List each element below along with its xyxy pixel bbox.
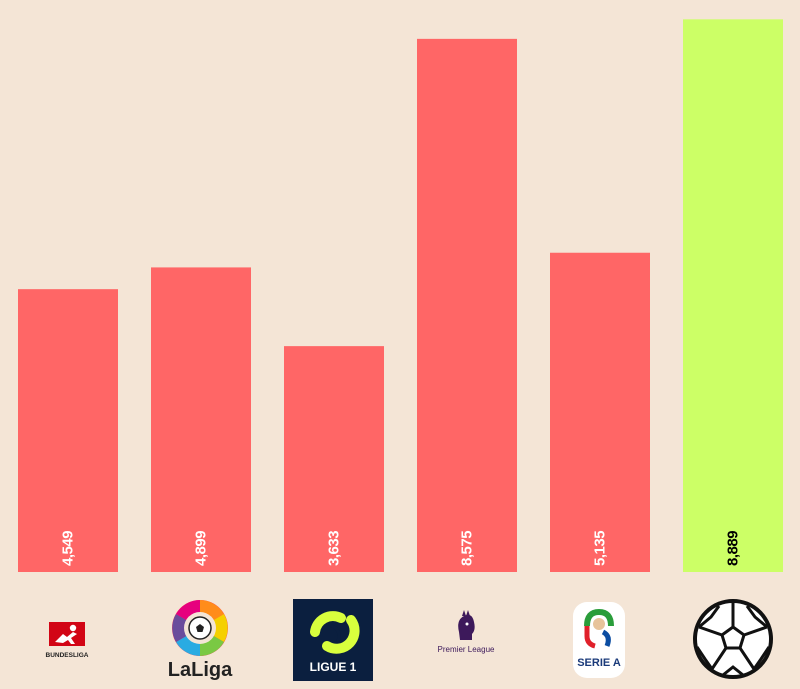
bundesliga-logo-text: BUNDESLIGA [46, 652, 89, 659]
bar-premier-league [417, 38, 517, 572]
ligue1-logo-text: LIGUE 1 [310, 660, 357, 674]
serie-a-logo-icon: SERIE A [573, 602, 625, 678]
premier-league-logo-icon: Premier League [438, 610, 495, 654]
value-label-serie-a: 5,135 [592, 531, 609, 566]
premier-league-logo-text: Premier League [438, 645, 495, 654]
soccer-ball-icon [693, 599, 773, 679]
value-labels-group: 4,549 4,899 3,633 8,575 5,135 8,889 [60, 531, 742, 566]
bar-laliga [151, 267, 251, 572]
value-label-bundesliga: 4,549 [60, 531, 77, 566]
bar-ligue-1 [284, 346, 384, 572]
bar-bundesliga [18, 289, 118, 572]
value-label-premier-league: 8,575 [459, 531, 476, 566]
serie-a-logo-text: SERIE A [577, 657, 621, 669]
bundesliga-logo-icon: BUNDESLIGA [46, 622, 89, 659]
value-label-football: 8,889 [725, 531, 742, 566]
ligue1-logo-icon: LIGUE 1 [293, 599, 373, 681]
bars-group [18, 19, 783, 573]
value-label-ligue-1: 3,633 [326, 531, 343, 566]
value-label-laliga: 4,899 [193, 531, 210, 566]
bar-serie-a [550, 252, 650, 573]
laliga-logo-icon: LaLiga [168, 600, 233, 681]
laliga-logo-text: LaLiga [168, 659, 233, 681]
bar-football [683, 19, 783, 573]
